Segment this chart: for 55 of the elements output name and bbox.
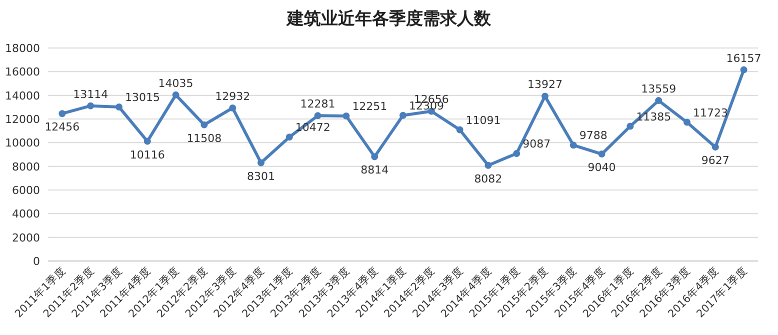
data-label: 12932 (215, 90, 250, 103)
data-label: 12456 (44, 120, 80, 134)
y-tick-label: 18000 (5, 42, 40, 55)
point (258, 159, 264, 166)
data-label: 11508 (186, 132, 222, 145)
y-tick-label: 8000 (12, 160, 40, 174)
chart-title: 建筑业近年各季度需求人数 (285, 9, 492, 29)
point (200, 121, 208, 128)
y-tick-label: 14000 (5, 89, 40, 102)
point (286, 134, 293, 141)
data-label: 13927 (528, 78, 562, 92)
point (371, 153, 378, 160)
data-label: 16157 (726, 52, 762, 65)
y-tick-label: 10000 (5, 136, 40, 150)
y-tick-label: 16000 (5, 66, 40, 79)
data-label: 9087 (522, 137, 551, 150)
data-label: 14035 (158, 76, 194, 90)
data-label: 8082 (474, 172, 502, 186)
data-label: 8301 (247, 170, 275, 183)
point (58, 110, 66, 118)
data-label: 9627 (701, 154, 730, 168)
data-label: 9788 (579, 129, 608, 142)
point (400, 112, 406, 119)
point (740, 66, 748, 74)
data-label: 13015 (125, 90, 160, 104)
point (87, 102, 94, 110)
data-label: 13559 (641, 82, 676, 96)
point (655, 97, 662, 104)
y-tick-label: 2000 (12, 231, 40, 244)
data-label: 12281 (300, 98, 336, 111)
point (144, 138, 151, 145)
data-label: 11091 (466, 114, 501, 127)
point (542, 92, 548, 100)
y-tick-label: 6000 (12, 184, 40, 197)
data-label: 10116 (130, 148, 165, 162)
point (314, 112, 322, 120)
point (342, 112, 350, 120)
data-label: 9040 (588, 161, 616, 174)
y-tick-label: 12000 (5, 113, 40, 126)
point (513, 150, 520, 157)
point (570, 142, 577, 149)
point (684, 118, 690, 126)
point (712, 144, 719, 151)
data-label: 8814 (360, 164, 389, 177)
point (229, 104, 236, 112)
point (626, 122, 634, 130)
point (456, 126, 464, 134)
y-tick-label: 0 (33, 255, 40, 268)
point (598, 150, 606, 158)
point (172, 91, 180, 98)
point (116, 103, 122, 110)
data-label: 13114 (73, 88, 108, 101)
data-label: 12251 (352, 100, 388, 114)
point (484, 162, 492, 169)
y-tick-label: 4000 (12, 208, 40, 221)
